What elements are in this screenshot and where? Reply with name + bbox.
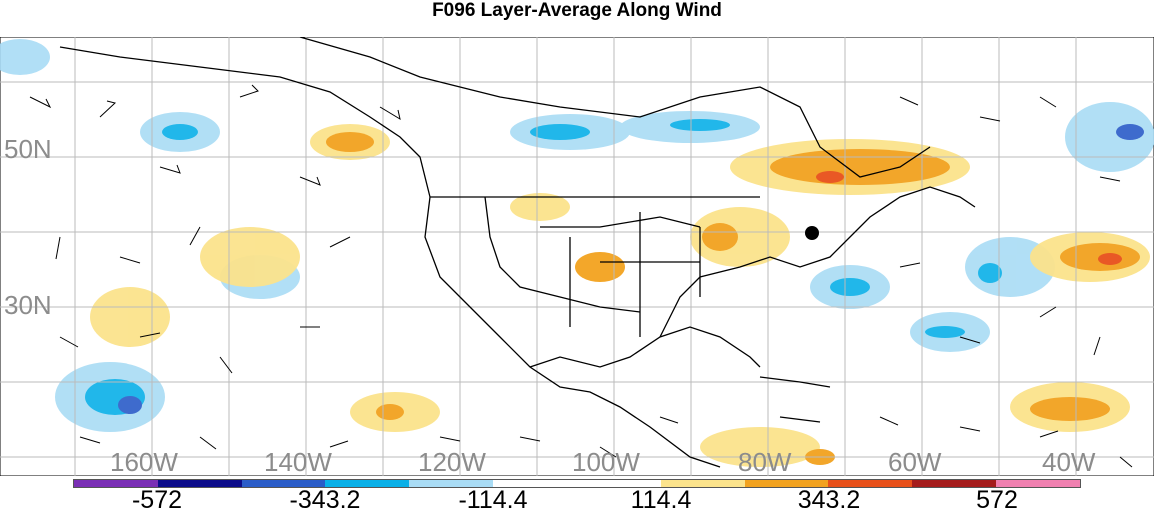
lon-label: 140W <box>264 447 332 477</box>
wind-barbs <box>29 84 1133 468</box>
lon-label: 80W <box>738 447 792 477</box>
colorbar-swatch <box>493 480 577 487</box>
colorbar-swatch <box>409 480 494 487</box>
colorbar-swatch <box>996 480 1080 487</box>
colorbar-swatch <box>157 480 242 487</box>
colorbar-label: 343.2 <box>797 486 861 514</box>
lon-label: 40W <box>1042 447 1096 477</box>
graticule <box>0 37 1154 476</box>
colorbar-label: 114.4 <box>630 486 692 514</box>
coastlines <box>59 37 976 468</box>
city-marker <box>805 226 819 240</box>
colorbar-label: 572 <box>976 486 1018 514</box>
lat-label: 50N <box>4 134 52 164</box>
map-title: F096 Layer-Average Along Wind <box>432 0 722 21</box>
weather-map <box>0 37 1154 476</box>
lon-label: 100W <box>572 447 640 477</box>
colorbar-swatch <box>325 480 410 487</box>
lon-label: 160W <box>110 447 178 477</box>
colorbar-label: -343.2 <box>289 486 361 514</box>
colorbar-label: -572 <box>131 486 183 514</box>
colorbar-label: -114.4 <box>458 486 528 514</box>
colorbar-swatch <box>241 480 326 487</box>
colorbar-swatch <box>828 480 913 487</box>
colorbar-swatch <box>744 480 829 487</box>
colorbar-swatch <box>576 480 661 487</box>
lon-label: 60W <box>888 447 942 477</box>
lat-label: 30N <box>4 290 52 320</box>
colorbar-swatch <box>912 480 997 487</box>
colorbar <box>73 479 1081 488</box>
colorbar-swatch <box>660 480 745 487</box>
colorbar-swatch <box>74 480 158 487</box>
lon-label: 120W <box>418 447 486 477</box>
